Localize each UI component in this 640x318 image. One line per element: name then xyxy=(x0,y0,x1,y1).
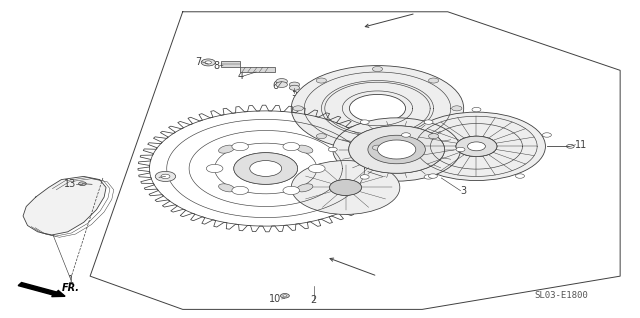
Circle shape xyxy=(291,66,464,151)
Text: 9: 9 xyxy=(383,171,388,181)
Circle shape xyxy=(330,180,362,195)
Circle shape xyxy=(456,136,497,156)
Circle shape xyxy=(349,94,406,122)
Circle shape xyxy=(472,107,481,112)
Circle shape xyxy=(428,174,437,178)
Circle shape xyxy=(291,161,400,214)
Circle shape xyxy=(372,66,383,72)
Text: 1: 1 xyxy=(68,275,74,285)
Polygon shape xyxy=(23,176,106,235)
Text: 8: 8 xyxy=(214,61,220,71)
Circle shape xyxy=(308,164,325,173)
Circle shape xyxy=(156,171,175,182)
Ellipse shape xyxy=(219,184,235,192)
Circle shape xyxy=(349,126,445,173)
Circle shape xyxy=(289,82,300,87)
Circle shape xyxy=(349,126,445,173)
Circle shape xyxy=(316,78,326,83)
Circle shape xyxy=(467,142,485,151)
Circle shape xyxy=(452,106,462,111)
Circle shape xyxy=(424,175,433,179)
Text: 13: 13 xyxy=(64,179,76,189)
Circle shape xyxy=(543,133,552,137)
Circle shape xyxy=(408,112,545,181)
Circle shape xyxy=(232,186,248,195)
Circle shape xyxy=(424,120,433,124)
Text: FR.: FR. xyxy=(61,283,79,293)
Circle shape xyxy=(293,106,303,111)
Ellipse shape xyxy=(296,184,313,192)
Circle shape xyxy=(234,153,298,184)
Circle shape xyxy=(456,147,465,152)
Circle shape xyxy=(232,142,248,151)
Text: 12: 12 xyxy=(147,172,159,182)
Circle shape xyxy=(360,120,369,124)
Circle shape xyxy=(283,186,300,195)
Circle shape xyxy=(516,174,524,178)
Circle shape xyxy=(276,82,287,87)
Text: 2: 2 xyxy=(310,295,317,305)
Bar xyxy=(221,61,240,67)
Text: 6: 6 xyxy=(273,81,278,91)
Circle shape xyxy=(333,118,461,181)
Circle shape xyxy=(161,174,170,179)
Circle shape xyxy=(360,175,369,179)
Ellipse shape xyxy=(219,145,235,153)
Circle shape xyxy=(283,295,287,297)
Circle shape xyxy=(283,142,300,151)
Circle shape xyxy=(201,59,215,66)
Text: 7: 7 xyxy=(196,57,202,67)
Circle shape xyxy=(428,78,438,83)
Circle shape xyxy=(328,147,337,152)
Circle shape xyxy=(330,180,362,195)
FancyArrow shape xyxy=(18,282,65,297)
Circle shape xyxy=(456,136,497,156)
Text: SL03-E1800: SL03-E1800 xyxy=(534,291,588,300)
Ellipse shape xyxy=(296,145,313,153)
Bar xyxy=(240,67,275,72)
Circle shape xyxy=(316,134,326,139)
Circle shape xyxy=(167,120,365,218)
Circle shape xyxy=(205,61,211,64)
Circle shape xyxy=(250,161,282,176)
Text: 3: 3 xyxy=(461,186,467,196)
Circle shape xyxy=(378,140,416,159)
Circle shape xyxy=(401,133,410,137)
Circle shape xyxy=(368,135,426,164)
Text: 10: 10 xyxy=(269,294,282,304)
Circle shape xyxy=(280,294,289,298)
Circle shape xyxy=(138,105,394,232)
Circle shape xyxy=(206,164,223,173)
Circle shape xyxy=(428,134,438,139)
Circle shape xyxy=(372,145,383,150)
Circle shape xyxy=(276,79,287,84)
Circle shape xyxy=(289,85,300,90)
Circle shape xyxy=(566,144,574,148)
Circle shape xyxy=(79,182,86,186)
Text: 4: 4 xyxy=(237,71,243,81)
Text: 5: 5 xyxy=(291,87,298,98)
Text: 11: 11 xyxy=(575,140,588,150)
